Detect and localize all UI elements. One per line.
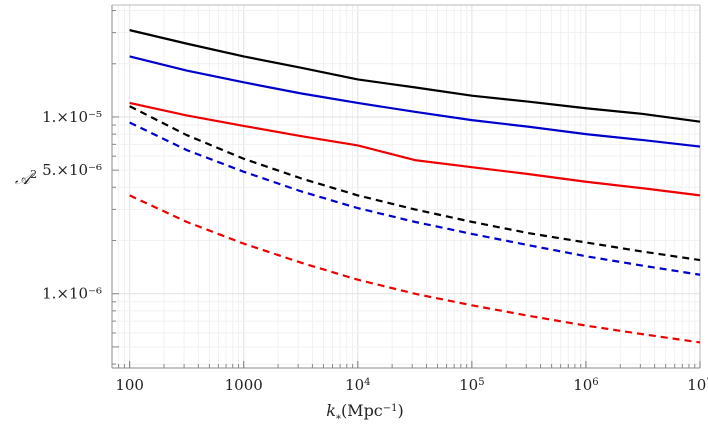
- series-line-6: [129, 194, 701, 344]
- y-axis-title: 𝒜2: [15, 168, 37, 189]
- plot-frame: [111, 4, 701, 369]
- tick-labels: 100 1000 104 105 106 107 1.×10⁻⁵ 5.×10⁻⁶ 1.×10⁻⁶: [42, 108, 708, 394]
- series-line-5: [129, 121, 701, 276]
- y-tick-label: 1.×10⁻⁶: [42, 285, 102, 303]
- series-group: [129, 29, 701, 344]
- x-axis-title: k*(Mpc−1): [326, 401, 404, 425]
- y-tick-label: 1.×10⁻⁵: [42, 108, 102, 126]
- ticks: [111, 10, 701, 368]
- x-tick-label: 100: [115, 376, 144, 394]
- series-line-2: [129, 55, 701, 148]
- x-tick-label: 105: [459, 376, 484, 394]
- x-tick-label: 104: [345, 376, 370, 394]
- x-tick-label: 106: [573, 376, 598, 394]
- y-tick-label: 5.×10⁻⁶: [42, 161, 102, 179]
- series-line-4: [129, 105, 701, 262]
- x-tick-label: 107: [687, 376, 708, 394]
- grid: [111, 5, 701, 368]
- x-tick-label: 1000: [225, 376, 263, 394]
